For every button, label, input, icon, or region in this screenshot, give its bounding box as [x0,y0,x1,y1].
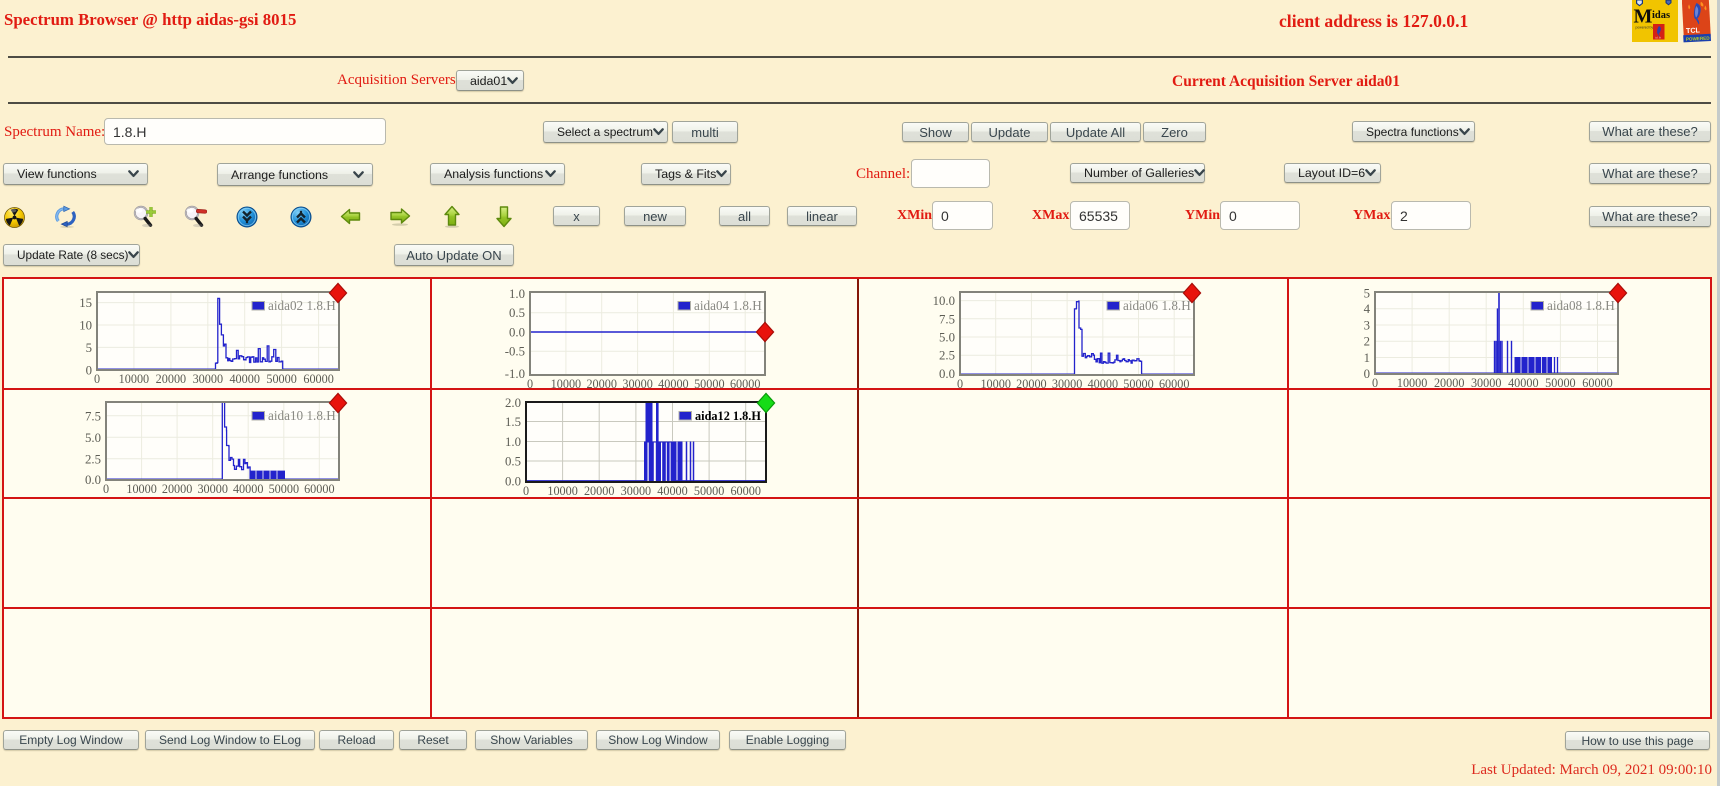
svg-text:40000: 40000 [1508,376,1538,390]
svg-text:3: 3 [1364,319,1370,333]
svg-text:30000: 30000 [197,482,227,496]
svg-text:60000: 60000 [1582,376,1612,390]
svg-text:10000: 10000 [1397,376,1427,390]
svg-text:20000: 20000 [162,482,192,496]
svg-text:40000: 40000 [233,482,263,496]
svg-text:30000: 30000 [1052,377,1082,391]
svg-text:10000: 10000 [547,484,577,498]
svg-text:2.0: 2.0 [505,396,521,410]
svg-text:aida02 1.8.H: aida02 1.8.H [268,298,336,313]
svg-text:7.5: 7.5 [85,409,101,423]
svg-text:10000: 10000 [126,482,156,496]
svg-text:aida12 1.8.H: aida12 1.8.H [695,409,761,423]
svg-text:4: 4 [1364,302,1371,316]
svg-text:30000: 30000 [193,372,223,386]
svg-text:20000: 20000 [1434,376,1464,390]
svg-text:50000: 50000 [266,372,296,386]
svg-text:aida04 1.8.H: aida04 1.8.H [694,298,762,313]
svg-text:-0.5: -0.5 [505,345,525,359]
svg-text:0.0: 0.0 [939,367,955,381]
svg-text:60000: 60000 [730,377,760,391]
svg-text:aida06 1.8.H: aida06 1.8.H [1123,298,1191,313]
svg-text:50000: 50000 [269,482,299,496]
svg-text:30000: 30000 [621,484,651,498]
svg-text:0.0: 0.0 [509,326,525,340]
svg-text:60000: 60000 [1159,377,1189,391]
svg-text:0: 0 [957,377,963,391]
svg-text:0: 0 [103,482,109,496]
svg-text:5.0: 5.0 [85,431,101,445]
svg-text:0: 0 [94,372,100,386]
svg-text:60000: 60000 [304,482,334,496]
svg-text:2.5: 2.5 [939,349,955,363]
svg-text:10000: 10000 [980,377,1010,391]
svg-text:0: 0 [527,377,533,391]
svg-text:50000: 50000 [1545,376,1575,390]
svg-text:20000: 20000 [1016,377,1046,391]
svg-text:50000: 50000 [694,377,724,391]
svg-text:50000: 50000 [694,484,724,498]
svg-text:10000: 10000 [119,372,149,386]
svg-text:1: 1 [1364,351,1370,365]
svg-text:5.0: 5.0 [939,331,955,345]
svg-text:aida08 1.8.H: aida08 1.8.H [1547,298,1615,313]
svg-text:10: 10 [79,319,92,333]
svg-text:0: 0 [1364,367,1370,381]
svg-text:-1.0: -1.0 [505,367,525,381]
svg-text:15: 15 [79,296,92,310]
svg-text:powered by: powered by [1636,26,1654,30]
svg-text:0: 0 [1372,376,1378,390]
svg-text:0.5: 0.5 [509,306,525,320]
svg-text:60000: 60000 [730,484,760,498]
svg-text:60000: 60000 [303,372,333,386]
svg-text:idas: idas [1652,10,1670,21]
svg-text:POWERED: POWERED [1686,36,1711,42]
svg-text:1.0: 1.0 [509,287,525,301]
svg-text:30000: 30000 [622,377,652,391]
svg-text:1.5: 1.5 [505,415,521,429]
svg-text:2: 2 [1364,335,1370,349]
svg-text:TCL: TCL [1686,25,1701,35]
svg-text:1.0: 1.0 [505,435,521,449]
svg-text:40000: 40000 [229,372,259,386]
svg-text:50000: 50000 [1123,377,1153,391]
svg-text:10.0: 10.0 [933,294,955,308]
svg-text:5: 5 [1364,286,1370,300]
svg-text:20000: 20000 [584,484,614,498]
svg-text:0: 0 [523,484,529,498]
svg-text:10000: 10000 [551,377,581,391]
svg-text:0.0: 0.0 [85,473,101,487]
svg-text:0.0: 0.0 [505,475,521,489]
svg-text:0: 0 [86,363,92,377]
svg-text:30000: 30000 [1471,376,1501,390]
svg-text:aida10 1.8.H: aida10 1.8.H [268,408,336,423]
svg-text:7.5: 7.5 [939,312,955,326]
svg-text:40000: 40000 [1088,377,1118,391]
svg-text:40000: 40000 [657,484,687,498]
svg-text:2.5: 2.5 [85,452,101,466]
svg-text:0.5: 0.5 [505,455,521,469]
svg-text:40000: 40000 [658,377,688,391]
svg-text:20000: 20000 [156,372,186,386]
svg-text:20000: 20000 [586,377,616,391]
svg-text:M: M [1634,6,1653,28]
svg-text:tcl.tk: tcl.tk [1655,36,1662,40]
svg-text:5: 5 [86,341,92,355]
